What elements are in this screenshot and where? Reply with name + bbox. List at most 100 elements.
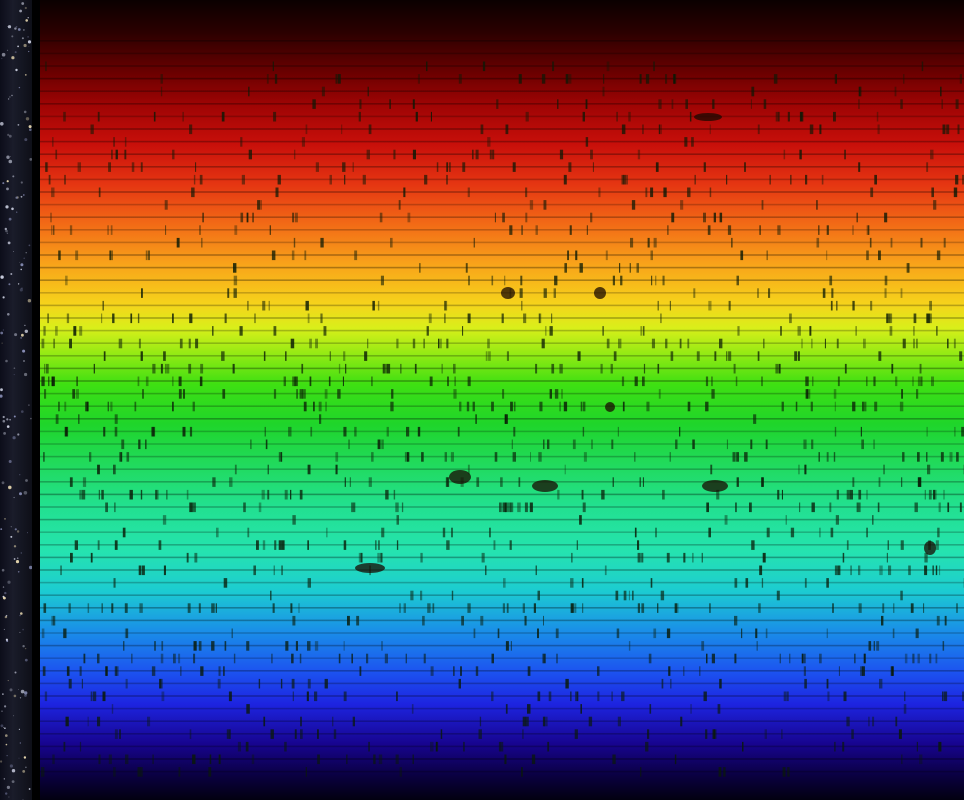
strong-absorption-feature [532, 480, 558, 492]
row-separator [40, 581, 964, 584]
star [24, 324, 26, 327]
absorption-line [726, 174, 728, 185]
absorption-line [68, 678, 72, 689]
absorption-line [414, 363, 417, 374]
absorption-line [41, 628, 45, 639]
absorption-line [307, 578, 311, 588]
absorption-line [240, 212, 244, 223]
absorption-line [576, 540, 578, 550]
absorption-line [240, 137, 243, 147]
absorption-line [449, 162, 451, 172]
absorption-line [68, 603, 71, 613]
absorption-line [358, 111, 361, 122]
absorption-line [903, 74, 905, 84]
absorption-line [521, 225, 523, 235]
absorption-line [278, 452, 283, 462]
row-separator [40, 103, 964, 105]
row-separator [40, 544, 964, 546]
absorption-line [98, 754, 101, 765]
star [21, 410, 24, 413]
absorption-line [275, 187, 279, 198]
absorption-line [834, 74, 837, 84]
absorption-line [719, 678, 722, 689]
absorption-line [415, 111, 418, 122]
star [21, 287, 23, 289]
absorption-line [876, 641, 880, 651]
absorption-line [299, 653, 302, 664]
absorption-line [816, 237, 820, 248]
absorption-line [317, 729, 319, 739]
absorption-line [79, 326, 83, 336]
absorption-line [396, 540, 399, 550]
absorption-line [138, 338, 141, 349]
absorption-line [858, 99, 860, 109]
star [2, 296, 5, 299]
absorption-line [645, 187, 648, 198]
star [3, 726, 5, 728]
row-separator [40, 304, 964, 307]
absorption-line [229, 477, 233, 487]
absorption-line [89, 452, 92, 462]
absorption-line [787, 111, 790, 122]
absorption-line [568, 162, 572, 172]
absorption-line [790, 174, 792, 185]
star [7, 26, 8, 27]
absorption-line [300, 716, 302, 727]
absorption-line [919, 754, 923, 765]
absorption-line [895, 716, 898, 727]
absorption-line [344, 174, 346, 185]
star [9, 764, 13, 768]
absorption-line [193, 653, 196, 664]
absorption-line [141, 565, 145, 576]
absorption-line [75, 389, 79, 399]
star [21, 2, 25, 5]
absorption-line [226, 729, 230, 739]
absorption-line [114, 426, 118, 437]
absorption-line [45, 363, 49, 374]
absorption-line [375, 540, 377, 550]
absorption-line [606, 61, 610, 72]
row-separator [40, 733, 964, 735]
absorption-line [270, 590, 272, 601]
absorption-line [291, 250, 295, 261]
absorption-line [728, 351, 732, 361]
row-separator [40, 128, 964, 130]
absorption-line [712, 729, 715, 739]
absorption-line [559, 149, 564, 160]
absorption-line [564, 263, 567, 273]
row-separator [40, 506, 964, 508]
absorption-line [337, 389, 341, 399]
absorption-line [525, 212, 528, 223]
absorption-line [679, 426, 681, 437]
absorption-line [785, 515, 787, 525]
absorption-line [826, 225, 829, 235]
absorption-line [826, 452, 829, 462]
absorption-line [66, 666, 70, 676]
absorption-line [341, 124, 343, 135]
absorption-line [837, 376, 840, 387]
absorption-line [866, 225, 869, 235]
star [11, 56, 15, 60]
absorption-line [97, 464, 100, 475]
absorption-line [653, 237, 657, 248]
absorption-line [504, 754, 507, 765]
absorption-line [735, 502, 737, 513]
absorption-line [403, 603, 406, 613]
absorption-line [367, 86, 369, 97]
absorption-line [804, 578, 807, 588]
absorption-line [933, 200, 937, 210]
row-separator [40, 644, 964, 647]
absorption-line [805, 389, 809, 399]
absorption-line [854, 653, 856, 664]
absorption-line [290, 338, 295, 349]
absorption-line [683, 552, 686, 563]
star [19, 9, 22, 13]
absorption-line [41, 376, 45, 387]
absorption-line [438, 338, 440, 349]
absorption-line [493, 540, 496, 550]
absorption-line [637, 552, 641, 563]
absorption-line [315, 338, 318, 349]
absorption-line [160, 86, 163, 97]
absorption-line [703, 212, 706, 223]
absorption-line [423, 653, 426, 664]
